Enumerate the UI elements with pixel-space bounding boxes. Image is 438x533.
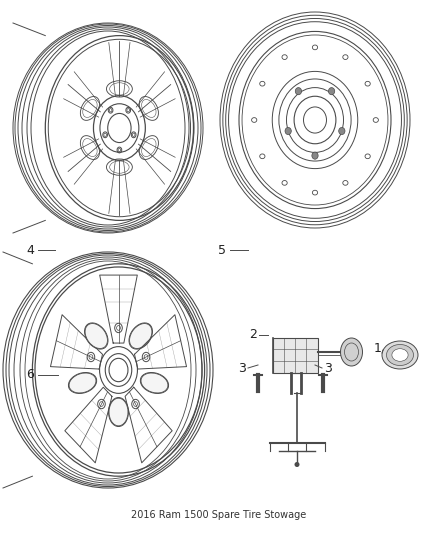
Text: 2016 Ram 1500 Spare Tire Stowage: 2016 Ram 1500 Spare Tire Stowage — [131, 510, 307, 520]
Ellipse shape — [130, 324, 152, 349]
Text: 3: 3 — [324, 361, 332, 375]
Ellipse shape — [365, 154, 370, 159]
Ellipse shape — [382, 341, 418, 369]
Ellipse shape — [251, 118, 257, 123]
Ellipse shape — [260, 82, 265, 86]
Text: 6: 6 — [26, 368, 34, 382]
Ellipse shape — [295, 87, 301, 95]
Ellipse shape — [373, 118, 378, 123]
Ellipse shape — [312, 190, 318, 195]
Ellipse shape — [339, 127, 345, 134]
Ellipse shape — [392, 349, 408, 361]
Ellipse shape — [312, 152, 318, 159]
Ellipse shape — [343, 55, 348, 60]
Ellipse shape — [328, 87, 335, 95]
Bar — [272, 337, 318, 373]
Ellipse shape — [285, 127, 291, 134]
Ellipse shape — [340, 338, 363, 366]
Ellipse shape — [109, 398, 128, 426]
Ellipse shape — [386, 344, 413, 366]
Ellipse shape — [260, 154, 265, 159]
Ellipse shape — [312, 45, 318, 50]
Ellipse shape — [69, 373, 96, 393]
Text: 3: 3 — [238, 361, 246, 375]
Circle shape — [294, 462, 300, 467]
Ellipse shape — [365, 82, 370, 86]
Text: 2: 2 — [249, 328, 257, 342]
Ellipse shape — [109, 358, 128, 382]
Text: 5: 5 — [218, 244, 226, 256]
Text: 1: 1 — [374, 342, 382, 354]
Ellipse shape — [141, 373, 168, 393]
Ellipse shape — [282, 55, 287, 60]
Ellipse shape — [282, 181, 287, 185]
Text: 4: 4 — [26, 244, 34, 256]
Ellipse shape — [343, 181, 348, 185]
Ellipse shape — [85, 324, 107, 349]
